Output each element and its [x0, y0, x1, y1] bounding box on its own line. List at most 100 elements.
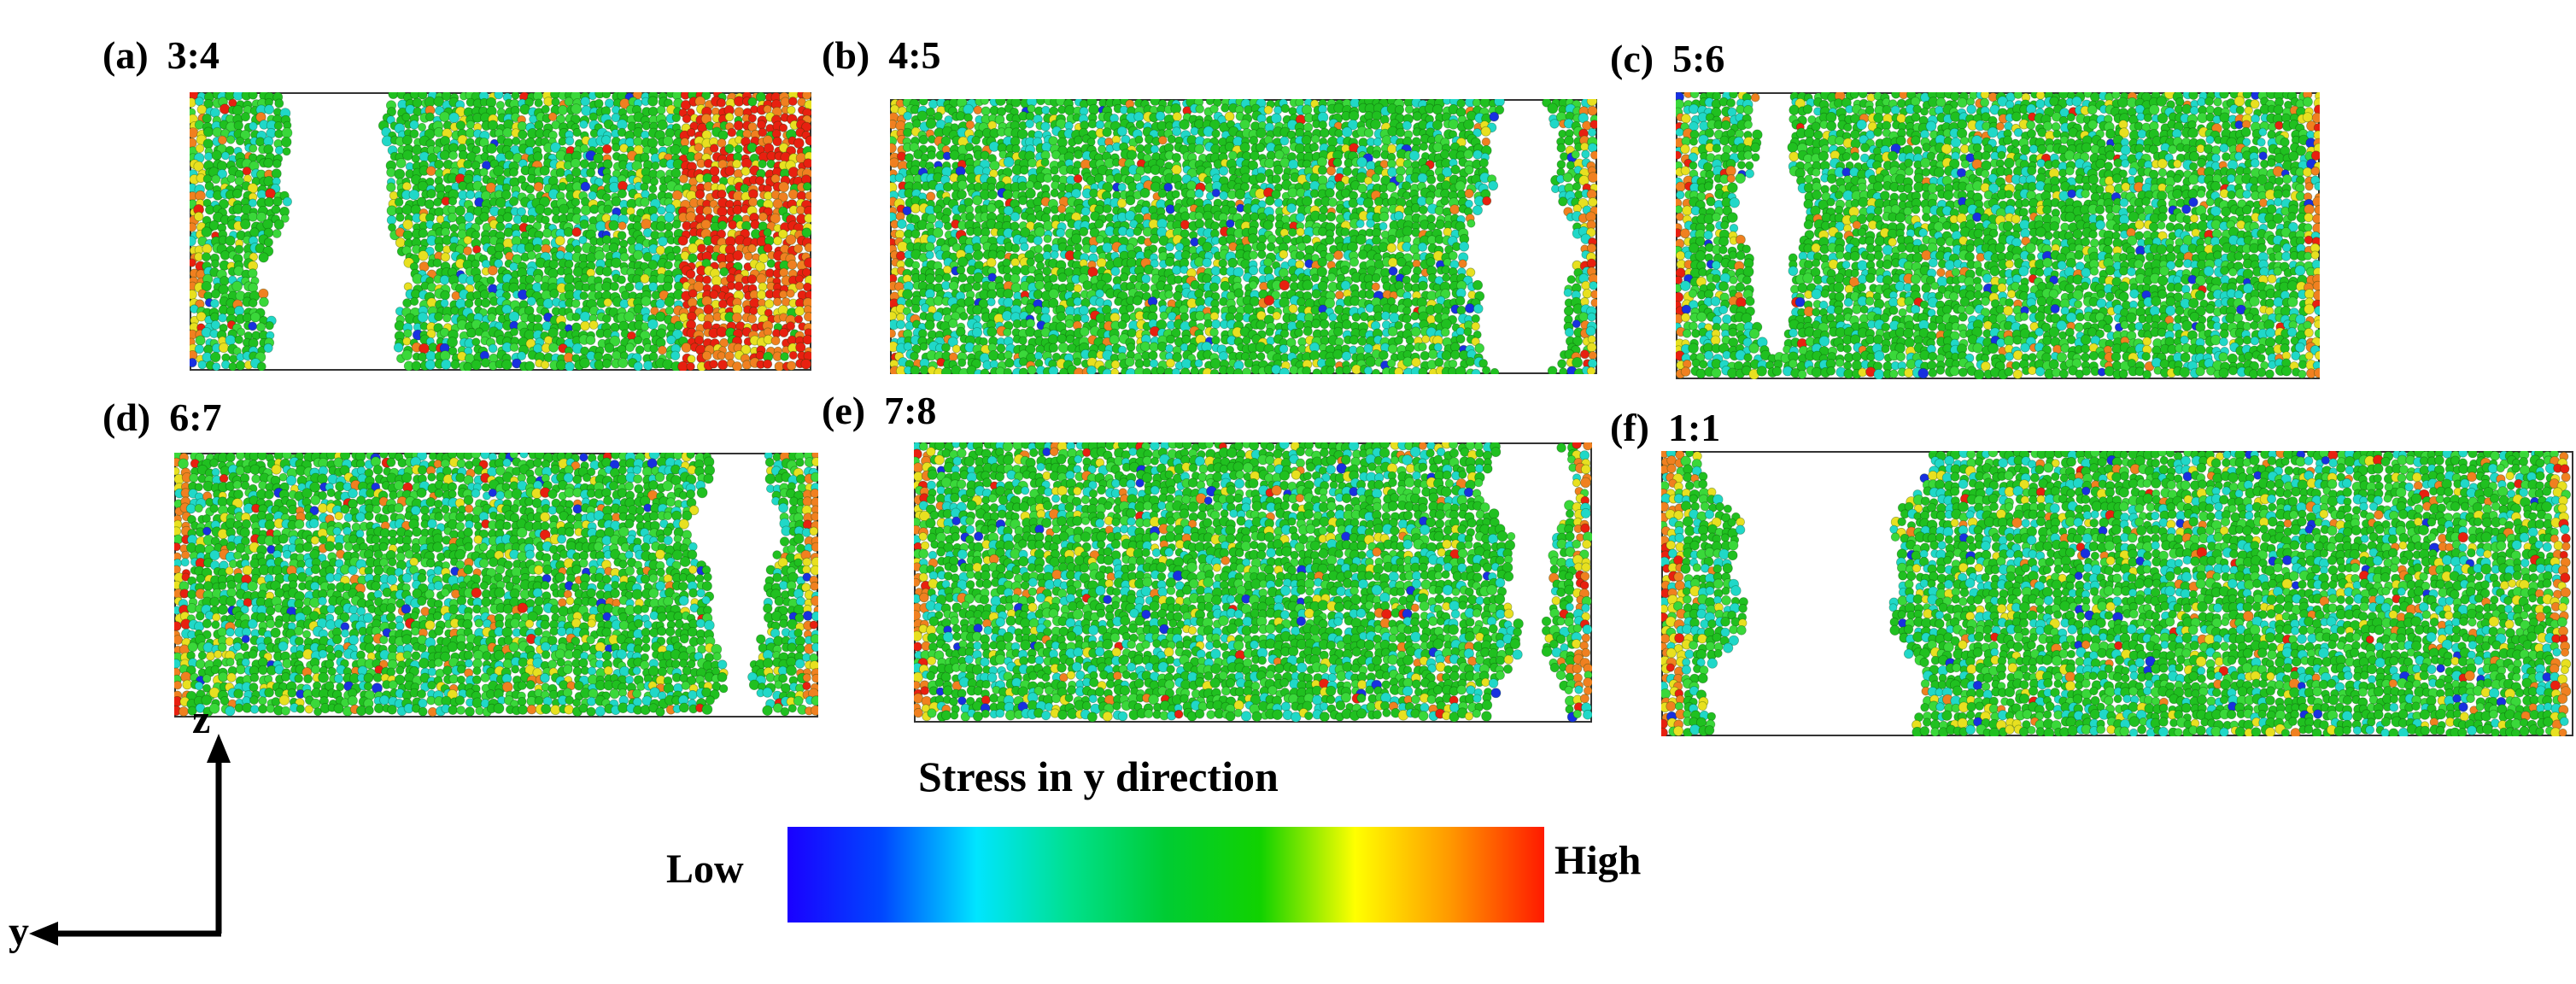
particle [1309, 142, 1320, 152]
particle [688, 253, 698, 263]
particle [487, 120, 499, 131]
particle [1590, 298, 1597, 308]
particle [1341, 126, 1353, 138]
particle [1340, 280, 1351, 291]
particle [711, 174, 720, 184]
particle [1379, 211, 1390, 222]
particle [1348, 197, 1359, 208]
particle [1435, 219, 1445, 230]
particle [688, 289, 698, 298]
particle [488, 343, 498, 354]
particle [1387, 144, 1397, 155]
particle [1239, 142, 1250, 153]
particle [604, 343, 615, 354]
particle [256, 322, 266, 332]
particle [924, 242, 935, 252]
particle [193, 211, 204, 222]
particle [1073, 284, 1083, 293]
particle [624, 311, 635, 323]
particle [1455, 326, 1466, 336]
particle [410, 296, 419, 306]
particle [709, 360, 718, 369]
particle [273, 120, 284, 131]
particle [890, 143, 897, 154]
particle [1410, 203, 1421, 214]
particle [1043, 173, 1053, 184]
particle [1456, 305, 1467, 315]
particle [1318, 120, 1328, 130]
particle [1571, 149, 1580, 160]
particle [932, 311, 943, 322]
particle [1395, 173, 1404, 184]
particle [402, 298, 413, 308]
particle [618, 357, 629, 368]
particle [571, 197, 581, 207]
particle [1327, 197, 1338, 208]
particle [1109, 334, 1120, 345]
particle [603, 204, 613, 214]
particle [449, 224, 459, 233]
particle [778, 123, 788, 132]
particle [1440, 196, 1449, 206]
particle [928, 99, 939, 109]
particle [601, 359, 612, 369]
panel-id-a: (a) [102, 33, 149, 77]
particle [263, 144, 274, 155]
particle [1556, 143, 1566, 153]
particle [942, 265, 952, 275]
particle [517, 120, 528, 132]
particle [272, 159, 282, 168]
particle [980, 99, 990, 105]
particle [471, 359, 482, 371]
particle [533, 313, 543, 323]
particle [800, 358, 811, 370]
particle [502, 212, 513, 223]
particle [258, 252, 269, 263]
particle [655, 245, 665, 255]
particle [1379, 184, 1389, 193]
particle [1401, 265, 1412, 276]
particle [1210, 266, 1221, 276]
particle [395, 213, 405, 222]
particle [1465, 302, 1475, 313]
particle [271, 204, 281, 214]
particle [402, 230, 413, 241]
particle [1472, 279, 1484, 290]
particle [458, 149, 469, 161]
particle [1432, 142, 1443, 153]
particle [509, 167, 519, 177]
particle [1286, 202, 1297, 214]
particle [209, 298, 220, 308]
particle [401, 112, 411, 122]
particle [565, 136, 575, 146]
particle [1288, 227, 1297, 237]
particle-field [890, 99, 1597, 374]
particle [202, 114, 212, 124]
particle [248, 282, 259, 293]
particle [1272, 311, 1281, 320]
particle [1078, 305, 1089, 316]
particle [471, 230, 481, 240]
particle [1190, 126, 1199, 136]
particle [785, 234, 797, 245]
particle [580, 320, 590, 331]
particle [756, 273, 767, 284]
particle [211, 174, 221, 184]
particle [263, 237, 273, 248]
particle [210, 351, 221, 363]
particle [229, 354, 238, 364]
particle [934, 274, 944, 284]
particle [1234, 188, 1246, 200]
particle [677, 235, 688, 246]
particle [1073, 296, 1083, 307]
particle [1351, 313, 1361, 322]
particle [910, 229, 921, 239]
particle [479, 167, 489, 177]
particle [1239, 119, 1250, 130]
particle [1164, 290, 1174, 299]
particle [225, 334, 237, 346]
particle [640, 273, 650, 284]
particle [564, 259, 574, 269]
particle [248, 212, 258, 222]
particle [1127, 328, 1137, 338]
